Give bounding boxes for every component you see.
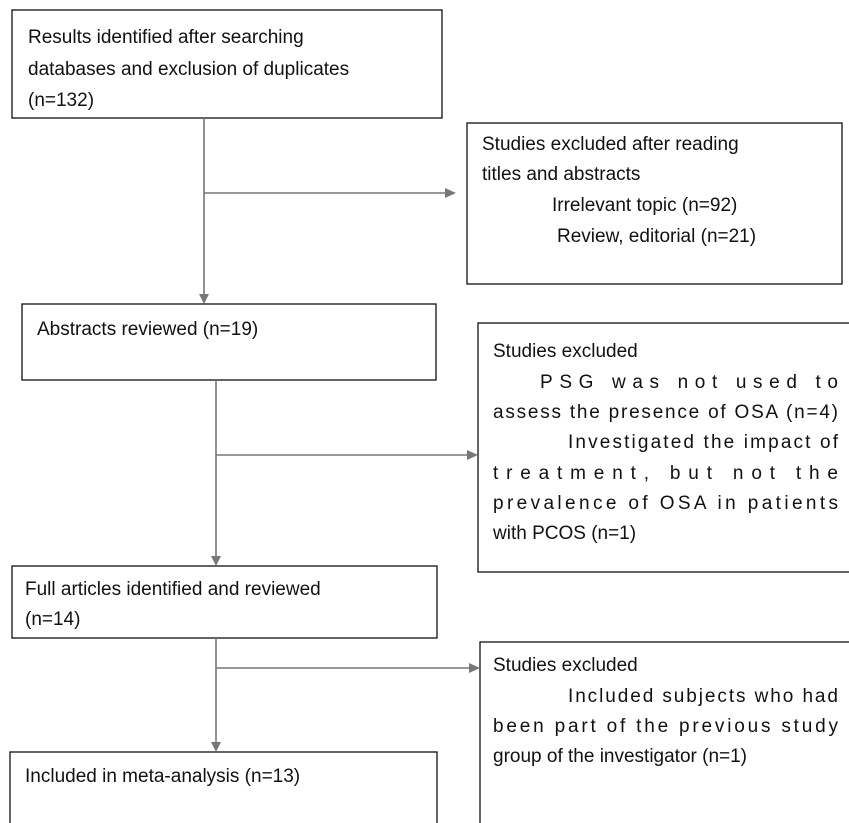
node-text: titles and abstracts	[482, 164, 640, 185]
node-text: Full articles identified and reviewed	[25, 579, 321, 600]
node-text: Investigated the impact of	[568, 432, 839, 453]
node-text: assess the presence of OSA (n=4)	[493, 402, 838, 423]
node-text: Studies excluded after reading	[482, 134, 739, 155]
node-text: Studies excluded	[493, 655, 638, 676]
node-text: Included subjects who had	[568, 686, 838, 707]
box-included	[9, 751, 438, 823]
box-excluded-titles	[466, 122, 843, 285]
arrowhead	[469, 663, 480, 673]
connector	[203, 118, 447, 296]
node-text: (n=14)	[25, 609, 80, 630]
node-text: prevalence of OSA in patients	[493, 493, 838, 514]
box-full-articles	[11, 565, 438, 639]
box-abstracts	[21, 303, 437, 381]
node-text: Abstracts reviewed (n=19)	[37, 319, 258, 340]
arrowhead	[199, 294, 209, 304]
node-text: Review, editorial (n=21)	[557, 226, 756, 247]
arrowhead	[445, 188, 456, 198]
node-text: databases and exclusion of duplicates	[28, 59, 349, 80]
connector	[215, 638, 470, 744]
node-text: Results identified after searching	[28, 27, 304, 48]
arrowhead	[467, 450, 478, 460]
node-text: Studies excluded	[493, 341, 638, 362]
box-excluded-psg	[477, 322, 849, 573]
node-text: with PCOS (n=1)	[492, 523, 636, 544]
node-text: Irrelevant topic (n=92)	[552, 195, 737, 216]
node-text: Included in meta-analysis (n=13)	[25, 766, 300, 787]
node-text: group of the investigator (n=1)	[493, 746, 747, 767]
arrowhead	[211, 556, 221, 566]
box-excluded-subjects	[479, 641, 849, 823]
connector	[215, 380, 468, 558]
arrowhead	[211, 742, 221, 752]
node-text: (n=132)	[28, 90, 94, 111]
box-results	[11, 9, 443, 119]
